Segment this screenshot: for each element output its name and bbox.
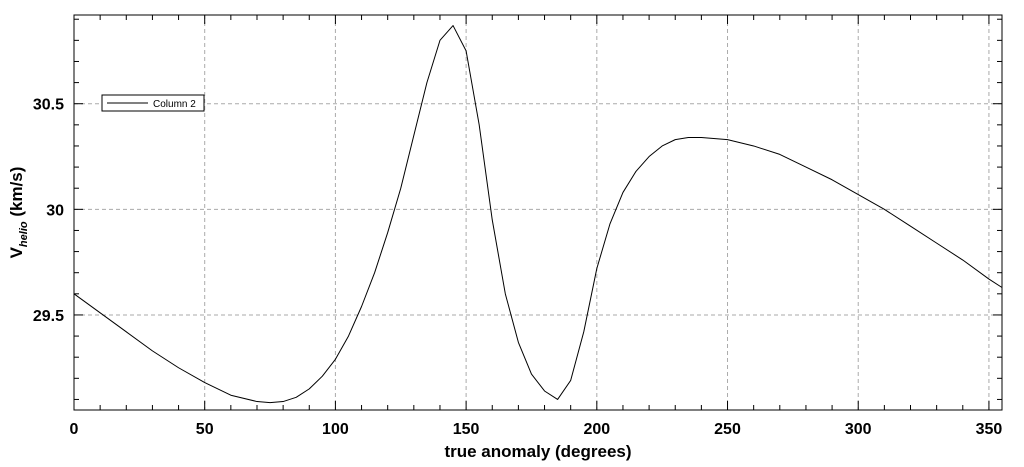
plot-frame bbox=[73, 14, 1003, 411]
x-tick-label: 300 bbox=[845, 421, 872, 438]
y-tick-label: 30 bbox=[46, 202, 64, 219]
grid-lines bbox=[74, 15, 1002, 410]
y-axis-label-unit: (km/s) bbox=[7, 167, 26, 222]
x-tick-label: 150 bbox=[453, 421, 480, 438]
y-tick-label: 30.5 bbox=[33, 97, 64, 114]
x-tick-label: 50 bbox=[196, 421, 214, 438]
legend-box bbox=[101, 94, 205, 112]
y-axis-label-subscript: helio bbox=[18, 221, 30, 247]
y-axis-label: Vhelio (km/s) bbox=[7, 167, 30, 259]
y-tick-labels: 29.5 30 30.5 bbox=[33, 97, 64, 325]
legend-entry-column-2: Column 2 bbox=[153, 99, 196, 110]
x-tick-label: 0 bbox=[70, 421, 79, 438]
y-tick-label: 29.5 bbox=[33, 308, 64, 325]
x-axis-label: true anomaly (degrees) bbox=[444, 442, 631, 461]
x-tick-label: 350 bbox=[976, 421, 1003, 438]
x-tick-labels: 0 50 100 150 200 250 300 350 bbox=[70, 421, 1003, 438]
legend: Column 2 bbox=[101, 94, 205, 112]
x-tick-label: 250 bbox=[714, 421, 741, 438]
series-line-column-2 bbox=[73, 25, 1003, 404]
x-tick-label: 200 bbox=[583, 421, 610, 438]
x-tick-label: 100 bbox=[322, 421, 349, 438]
series-layer bbox=[73, 25, 1003, 404]
y-axis-label-main: V bbox=[7, 246, 26, 258]
